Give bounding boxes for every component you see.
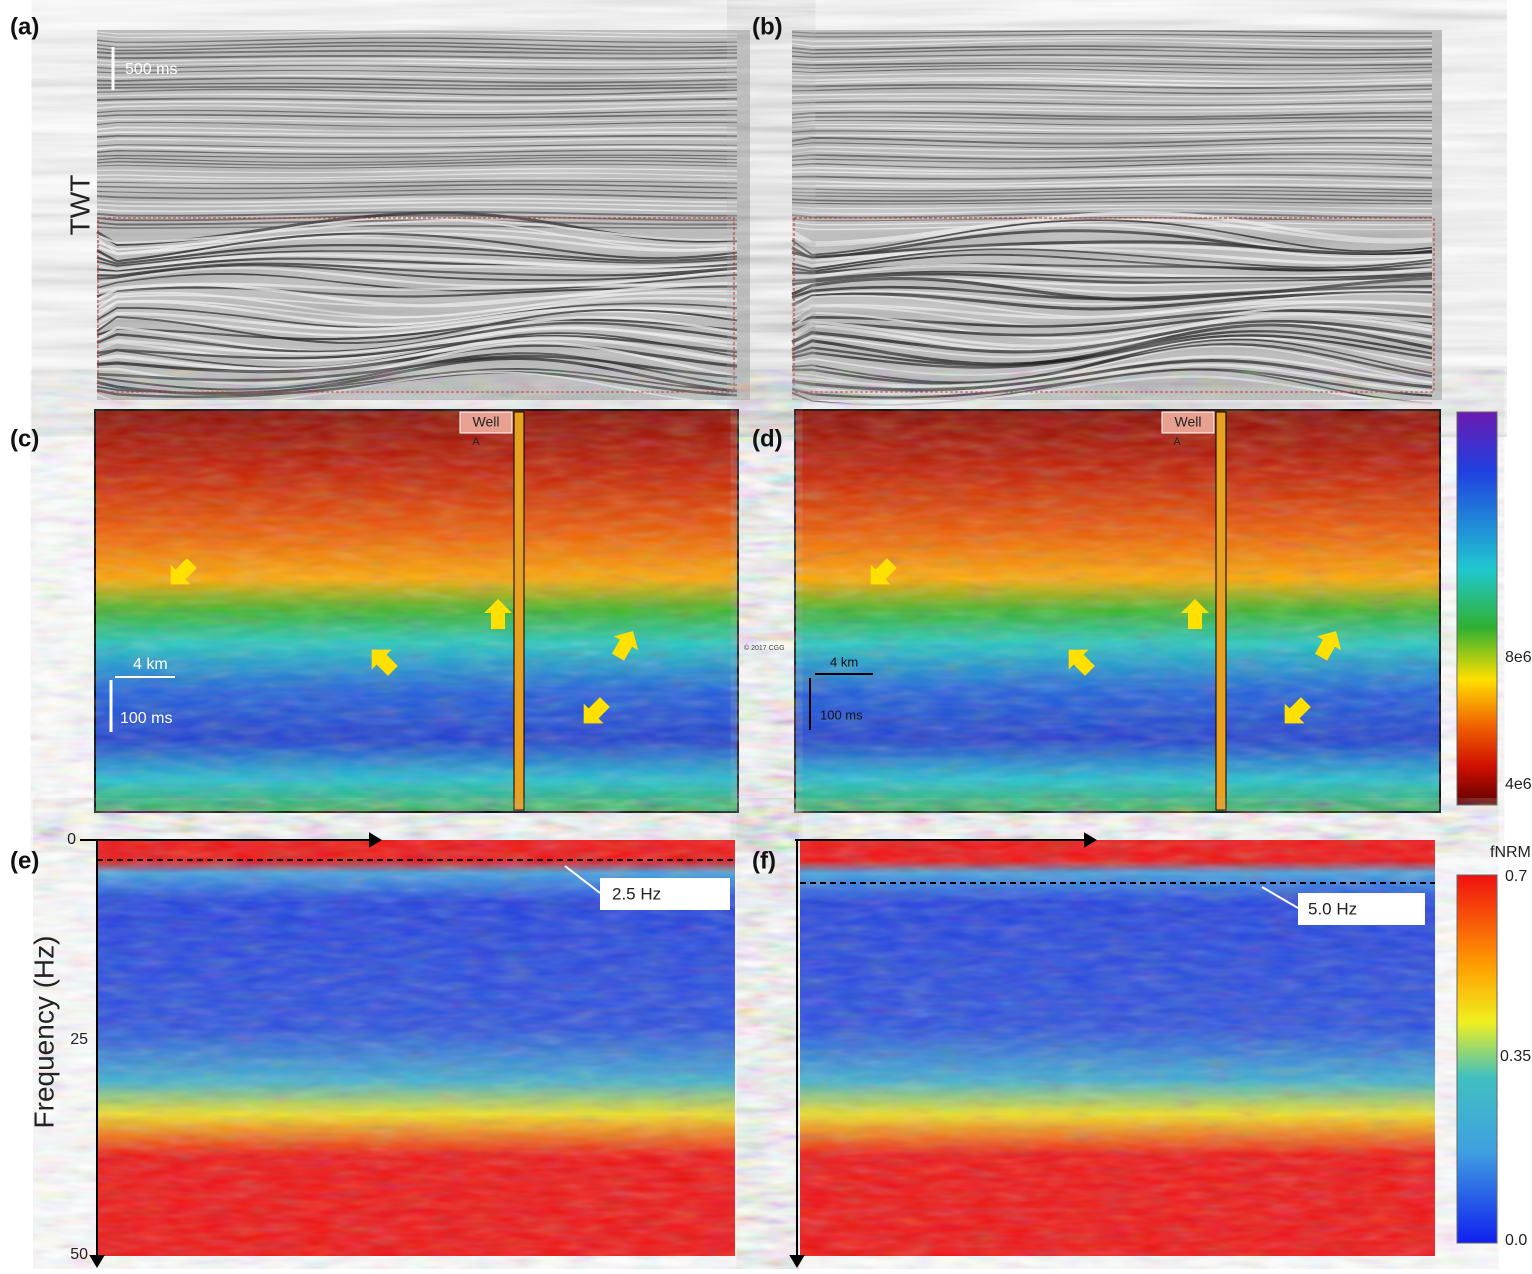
callout-line [1261,886,1299,909]
well-label: Well [1175,414,1202,430]
distance-scale: 4 km [133,656,168,673]
panel-label: (b) [752,13,783,40]
seismic-texture [97,30,750,400]
cutoff-label: 2.5 Hz [612,884,661,903]
arrow [484,599,512,629]
copyright: © 2017 CGG [744,644,785,652]
callout-box [1298,893,1425,925]
zoom-box [97,217,735,393]
velocity-texture [795,410,1440,812]
well-box [1161,411,1215,434]
seismic-texture [792,30,1442,400]
arrow [611,631,639,661]
well-name: A [472,436,480,448]
axis-label: Frequency (Hz) [28,936,59,1129]
well-log [513,411,525,811]
colorbar-tick: 0.35 [1500,1048,1531,1065]
zoom-box [793,217,1435,393]
colorbar [1456,874,1498,1244]
well-box [459,411,513,434]
callout-box [600,878,730,910]
colorbar-tick: 0.7 [1505,868,1527,885]
colorbar-tick: 0.0 [1505,1232,1527,1249]
panel-label: (e) [10,847,39,874]
y-tick-label: 50 [70,1246,88,1263]
well-name: A [1173,436,1181,448]
arrow [371,649,398,676]
callout-line [564,865,601,894]
colorbar-tick: 8e6 [1505,649,1532,666]
arrow [170,558,197,585]
velocity-texture [95,410,738,812]
time-scale: 500 ms [125,61,177,78]
colorbar [1456,411,1498,806]
arrow [1068,649,1095,676]
panel-label: (f) [752,847,776,874]
well-label: Well [473,414,500,430]
panel-label: (a) [10,13,39,40]
arrow [583,697,610,724]
arrow [1181,599,1209,629]
time-scale: 100 ms [120,710,172,727]
y-tick-label: 25 [70,1031,88,1048]
colorbar-title: fNRMS [1490,844,1532,861]
distance-scale: 4 km [830,654,858,669]
cutoff-label: 5.0 Hz [1308,899,1357,918]
y-tick-label: 0 [67,831,76,848]
time-scale: 100 ms [820,707,863,722]
panel-label: (c) [10,425,39,452]
axes-arrows [80,832,1097,1268]
arrow [870,558,897,585]
well-log [1215,411,1227,811]
panel-label: (d) [752,425,783,452]
arrow [1314,631,1342,661]
colorbar-tick: 4e6 [1505,776,1532,793]
axis-label: TWT [64,175,95,236]
arrow [1284,697,1311,724]
arrows [170,558,1342,724]
